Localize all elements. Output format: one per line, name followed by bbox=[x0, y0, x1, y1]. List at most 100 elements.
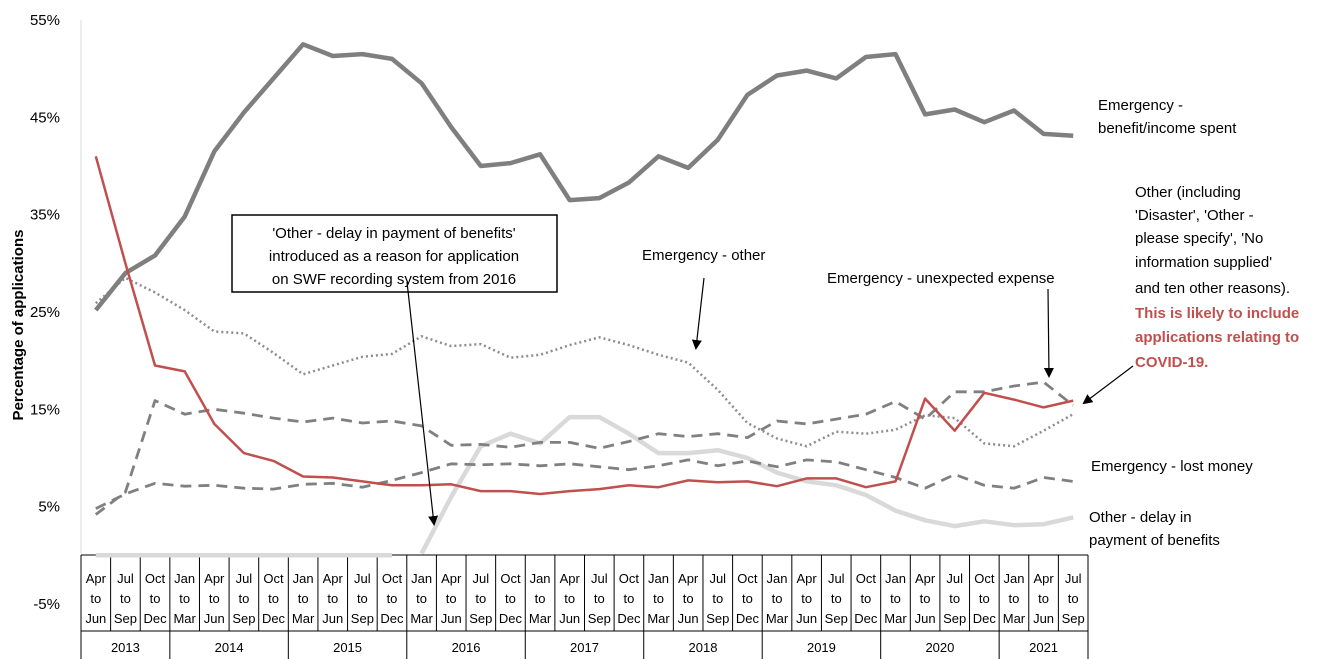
x-tick-label: Oct bbox=[856, 571, 877, 586]
x-tick-label: Mar bbox=[173, 611, 196, 626]
x-tick-label: Jun bbox=[85, 611, 106, 626]
x-category-axis: AprtoJunJultoSepOcttoDecJantoMarAprtoJun… bbox=[80, 555, 1089, 659]
x-tick-label: to bbox=[712, 591, 723, 606]
x-tick-label: Oct bbox=[145, 571, 166, 586]
x-tick-label: Dec bbox=[143, 611, 167, 626]
x-tick-label: to bbox=[564, 591, 575, 606]
x-tick-label: Sep bbox=[469, 611, 492, 626]
x-tick-label: to bbox=[653, 591, 664, 606]
y-tick-label: 55% bbox=[30, 12, 60, 29]
label-other-including-5: and ten other reasons). bbox=[1135, 280, 1290, 297]
label-other-including-1: Other (including bbox=[1135, 184, 1241, 201]
label-unexpected-expense: Emergency - unexpected expense bbox=[827, 270, 1055, 287]
label-covid-1: This is likely to include bbox=[1135, 305, 1299, 322]
series-line-emergency-unexpected-expense bbox=[94, 380, 1075, 516]
x-tick-label: Jul bbox=[1065, 571, 1082, 586]
x-tick-label: Mar bbox=[1003, 611, 1026, 626]
x-tick-label: Jun bbox=[204, 611, 225, 626]
x-year-label: 2020 bbox=[925, 640, 954, 655]
x-tick-label: Sep bbox=[825, 611, 848, 626]
x-tick-label: to bbox=[179, 591, 190, 606]
label-lost-money: Emergency - lost money bbox=[1091, 458, 1253, 475]
x-tick-label: to bbox=[209, 591, 220, 606]
x-tick-label: Apr bbox=[1033, 571, 1054, 586]
label-benefit-1: Emergency - bbox=[1098, 97, 1183, 114]
annotation-box-line-2: introduced as a reason for application bbox=[269, 248, 519, 265]
x-tick-label: Mar bbox=[884, 611, 907, 626]
x-tick-label: Jan bbox=[1003, 571, 1024, 586]
series-line-emergency-other bbox=[94, 276, 1074, 448]
annotation-box-line-3: on SWF recording system from 2016 bbox=[272, 271, 516, 288]
series-lines bbox=[94, 42, 1075, 558]
label-delay-2: payment of benefits bbox=[1089, 532, 1220, 549]
x-tick-label: to bbox=[446, 591, 457, 606]
x-tick-label: to bbox=[357, 591, 368, 606]
x-tick-label: to bbox=[387, 591, 398, 606]
x-tick-label: Dec bbox=[262, 611, 286, 626]
x-tick-label: to bbox=[594, 591, 605, 606]
x-tick-label: Dec bbox=[973, 611, 997, 626]
x-tick-label: Jun bbox=[441, 611, 462, 626]
label-other-including-2: 'Disaster', 'Other - bbox=[1135, 207, 1254, 224]
y-tick-label: 15% bbox=[30, 401, 60, 418]
y-tick-label: 45% bbox=[30, 109, 60, 126]
x-tick-label: to bbox=[150, 591, 161, 606]
x-tick-label: Mar bbox=[410, 611, 433, 626]
x-tick-label: to bbox=[535, 591, 546, 606]
x-tick-label: Oct bbox=[500, 571, 521, 586]
x-tick-label: Dec bbox=[617, 611, 641, 626]
x-tick-label: to bbox=[742, 591, 753, 606]
x-tick-label: Jan bbox=[174, 571, 195, 586]
x-tick-label: Oct bbox=[974, 571, 995, 586]
x-tick-label: Jun bbox=[678, 611, 699, 626]
label-covid-3: COVID-19. bbox=[1135, 354, 1208, 371]
x-year-label: 2017 bbox=[570, 640, 599, 655]
x-tick-label: Mar bbox=[766, 611, 789, 626]
x-tick-label: to bbox=[949, 591, 960, 606]
x-year-label: 2015 bbox=[333, 640, 362, 655]
x-tick-label: Apr bbox=[797, 571, 818, 586]
x-tick-label: Mar bbox=[292, 611, 315, 626]
x-tick-label: Jun bbox=[559, 611, 580, 626]
x-tick-label: Oct bbox=[382, 571, 403, 586]
x-tick-label: Dec bbox=[736, 611, 760, 626]
x-tick-label: Apr bbox=[915, 571, 936, 586]
x-tick-label: Jan bbox=[530, 571, 551, 586]
x-tick-label: Sep bbox=[351, 611, 374, 626]
x-tick-label: Jul bbox=[117, 571, 134, 586]
x-tick-label: to bbox=[772, 591, 783, 606]
x-tick-label: Jul bbox=[591, 571, 608, 586]
y-tick-label: 35% bbox=[30, 207, 60, 224]
x-tick-label: to bbox=[1038, 591, 1049, 606]
x-tick-label: Jan bbox=[411, 571, 432, 586]
x-tick-label: to bbox=[683, 591, 694, 606]
x-tick-label: to bbox=[801, 591, 812, 606]
x-year-label: 2016 bbox=[452, 640, 481, 655]
x-tick-label: Jun bbox=[322, 611, 343, 626]
x-tick-label: Jun bbox=[915, 611, 936, 626]
x-tick-label: Jun bbox=[796, 611, 817, 626]
x-tick-label: Jul bbox=[828, 571, 845, 586]
x-tick-label: Jan bbox=[767, 571, 788, 586]
x-tick-label: Jul bbox=[354, 571, 371, 586]
x-tick-label: Apr bbox=[441, 571, 462, 586]
x-tick-label: Jun bbox=[1033, 611, 1054, 626]
x-tick-label: to bbox=[890, 591, 901, 606]
x-tick-label: Mar bbox=[647, 611, 670, 626]
x-tick-label: Jan bbox=[293, 571, 314, 586]
x-tick-label: Oct bbox=[619, 571, 640, 586]
x-tick-label: to bbox=[475, 591, 486, 606]
x-year-label: 2021 bbox=[1029, 640, 1058, 655]
label-delay-1: Other - delay in bbox=[1089, 509, 1192, 526]
x-tick-label: to bbox=[1068, 591, 1079, 606]
x-tick-label: Dec bbox=[499, 611, 523, 626]
series-line-other-delay-in-payment-of-benefits bbox=[419, 414, 1074, 555]
label-benefit-2: benefit/income spent bbox=[1098, 120, 1237, 137]
x-tick-label: to bbox=[1009, 591, 1020, 606]
x-tick-label: Sep bbox=[1062, 611, 1085, 626]
x-tick-label: Jul bbox=[473, 571, 490, 586]
x-tick-label: Apr bbox=[323, 571, 344, 586]
series-line-emergency-benefit-income-spent bbox=[94, 42, 1074, 312]
series-line-other bbox=[94, 155, 1074, 496]
